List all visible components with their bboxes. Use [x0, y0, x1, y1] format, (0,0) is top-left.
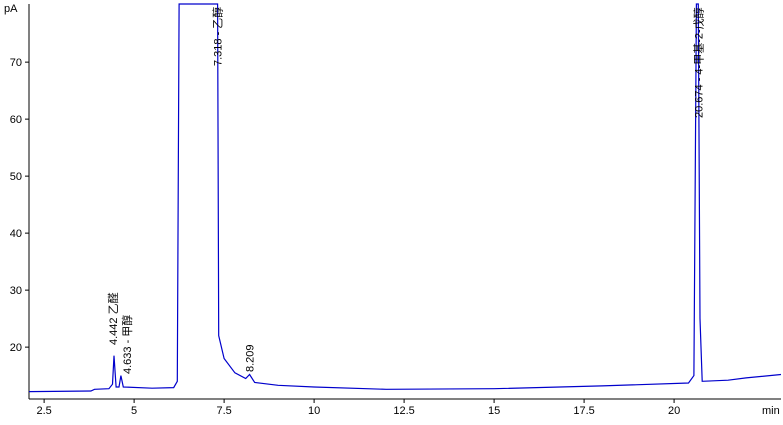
x-tick-label: 12.5 [393, 405, 414, 417]
x-tick-label: 20 [668, 405, 680, 417]
y-unit: pA [4, 3, 18, 15]
x-tick-label: 15 [488, 405, 500, 417]
x-unit: min [762, 405, 780, 417]
y-tick-label: 40 [10, 228, 22, 240]
peak-label: 4.633 - 甲醇 [120, 315, 134, 374]
x-tick-label: 2.5 [36, 405, 51, 417]
y-tick-label: 60 [10, 114, 22, 126]
peak-label: 7.318 - 乙醇 [211, 7, 225, 66]
peak-label: 8.209 [245, 344, 257, 372]
x-tick-label: 17.5 [573, 405, 594, 417]
peak-label: 20.674 - 4-甲基-2-戊醇 [691, 7, 705, 118]
y-tick-label: 50 [10, 171, 22, 183]
x-tick-label: 5 [131, 405, 137, 417]
x-tick-label: 7.5 [216, 405, 231, 417]
y-tick-label: 70 [10, 57, 22, 69]
peak-label: 4.442 乙醛 [106, 292, 120, 345]
signal-line [28, 3, 782, 393]
y-tick-label: 20 [10, 342, 22, 354]
x-tick-label: 10 [308, 405, 320, 417]
y-tick-label: 30 [10, 285, 22, 297]
